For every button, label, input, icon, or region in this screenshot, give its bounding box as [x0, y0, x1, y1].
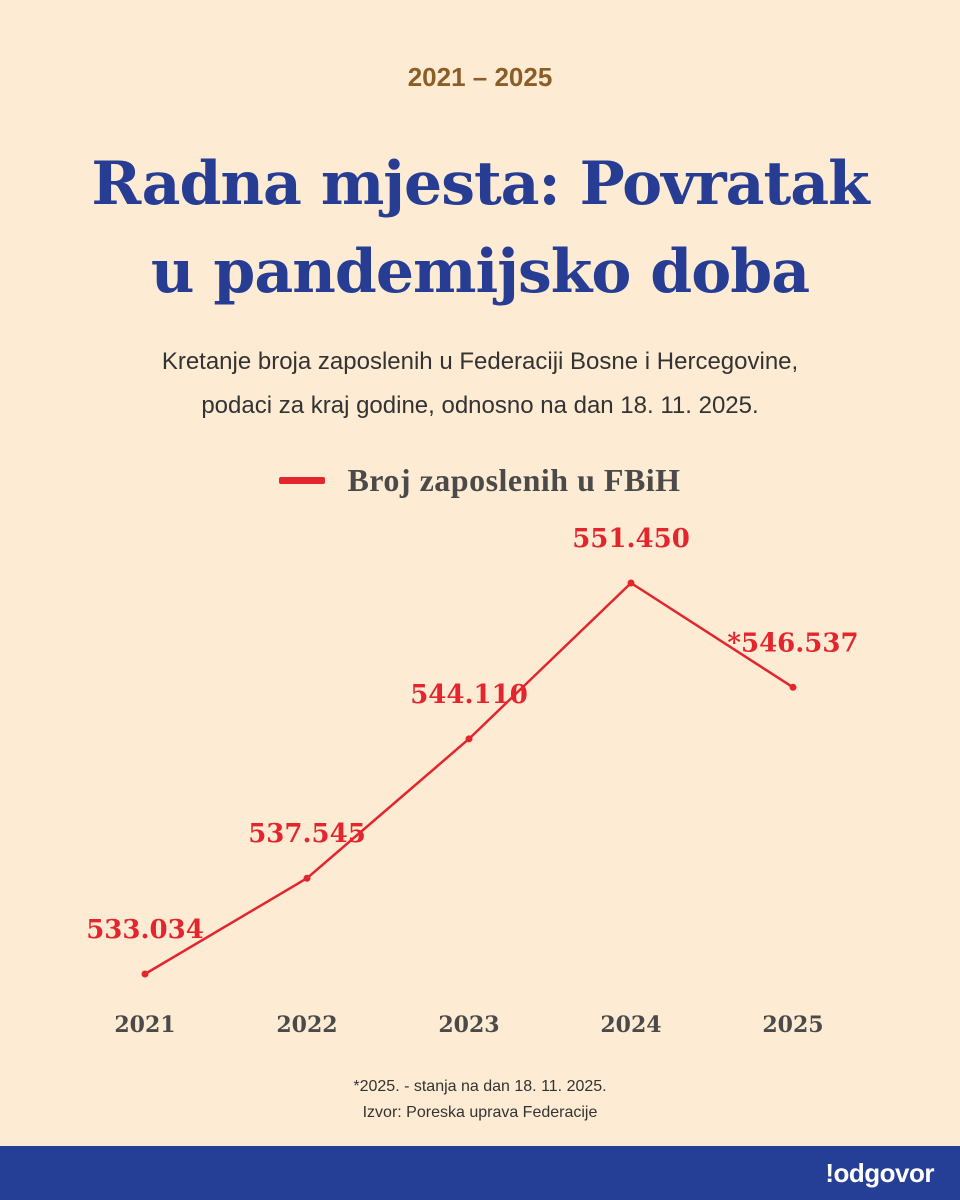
title-line-1: Radna mjesta: Povratak	[91, 149, 869, 219]
data-point	[465, 735, 473, 743]
data-point	[627, 579, 635, 587]
x-tick-label: 2023	[438, 1012, 499, 1038]
chart-subtitle: Kretanje broja zaposlenih u Federaciji B…	[0, 340, 960, 428]
chart-legend: Broj zaposlenih u FBiH	[0, 462, 960, 499]
footnote-source: Izvor: Poreska uprava Federacije	[362, 1104, 598, 1121]
legend-label: Broj zaposlenih u FBiH	[347, 462, 681, 498]
data-label: 537.545	[248, 819, 366, 849]
data-point	[789, 683, 797, 691]
x-tick-label: 2021	[114, 1012, 175, 1038]
title-line-2: u pandemijsko doba	[150, 237, 810, 307]
subtitle-line-1: Kretanje broja zaposlenih u Federaciji B…	[161, 348, 799, 375]
footer-bar: !odgovor	[0, 1146, 960, 1200]
x-tick-label: 2025	[762, 1012, 823, 1038]
brand-logo: !odgovor	[825, 1158, 934, 1188]
data-label: 533.034	[86, 915, 204, 945]
x-tick-label: 2022	[276, 1012, 337, 1038]
data-label: 544.110	[410, 680, 528, 710]
footnote: *2025. - stanja na dan 18. 11. 2025. Izv…	[0, 1074, 960, 1126]
data-point	[303, 874, 311, 882]
line-chart: 533.034 537.545 544.110 551.450 *546.537 2021…	[86, 524, 858, 1038]
page-title: Radna mjesta: Povratak u pandemijsko dob…	[0, 140, 960, 316]
data-point	[141, 970, 149, 978]
subtitle-line-2: podaci za kraj godine, odnosno na dan 18…	[201, 392, 759, 419]
data-label: *546.537	[727, 628, 858, 658]
x-tick-label: 2024	[600, 1012, 661, 1038]
footnote-note: *2025. - stanja na dan 18. 11. 2025.	[353, 1078, 607, 1095]
period-label: 2021 – 2025	[407, 62, 553, 92]
series-line	[144, 581, 794, 976]
legend-swatch	[279, 477, 326, 484]
data-label: 551.450	[572, 524, 690, 554]
